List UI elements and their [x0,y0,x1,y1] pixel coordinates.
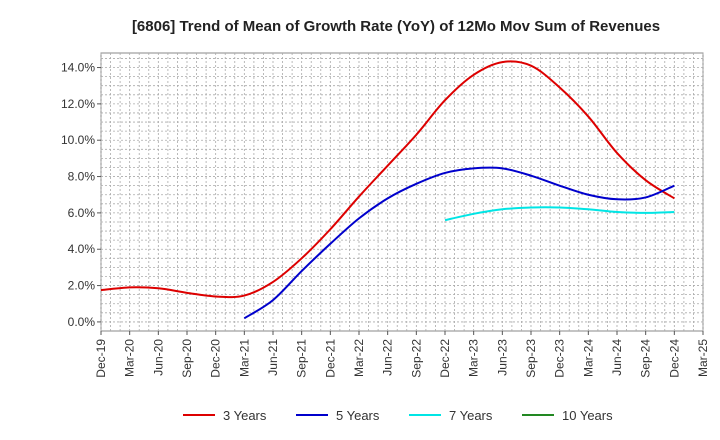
x-tick-label: Dec-24 [667,339,681,378]
y-tick-label: 0.0% [68,315,96,329]
x-tick-label: Dec-19 [94,339,108,378]
x-tick-label: Jun-20 [151,339,165,376]
x-tick-label: Mar-21 [237,339,251,377]
y-tick-label: 4.0% [68,242,96,256]
series-line-5-years [243,166,675,320]
x-tick-label: Mar-23 [467,339,481,377]
axes: 0.0% 2.0% 4.0% 6.0% 8.0% 10.0% 12.0% 14.0% Dec-1… [61,61,710,378]
series-line-3-years [100,60,675,299]
legend: 3 Years 5 Years 7 Years 10 Years [183,408,613,423]
x-tick-label: Jun-22 [381,339,395,376]
y-tick-label: 6.0% [68,206,96,220]
y-tick-label: 12.0% [61,97,95,111]
x-tick-label: Sep-22 [409,339,423,378]
legend-label: 10 Years [562,408,613,423]
legend-label: 7 Years [449,408,493,423]
plot-frame [100,52,704,332]
x-tick-label: Mar-24 [581,339,595,377]
x-tick-label: Sep-21 [295,339,309,378]
x-tick-label: Mar-22 [352,339,366,377]
x-tick-label: Dec-23 [553,339,567,378]
y-tick-label: 2.0% [68,279,96,293]
legend-label: 3 Years [223,408,267,423]
y-tick-label: 10.0% [61,133,95,147]
x-tick-label: Jun-23 [495,339,509,376]
x-tick-label: Sep-20 [180,339,194,378]
y-tick-label: 8.0% [68,170,96,184]
series-line-7-years [444,206,675,222]
plot-area [100,52,704,332]
x-tick-label: Sep-23 [524,339,538,378]
grid [100,53,704,331]
x-tick-label: Jun-21 [266,339,280,376]
x-tick-label: Dec-22 [438,339,452,378]
x-tick-label: Mar-25 [696,339,710,377]
x-tick-label: Dec-21 [323,339,337,378]
x-tick-label: Dec-20 [209,339,223,378]
chart-title: [6806] Trend of Mean of Growth Rate (YoY… [132,18,660,35]
x-tick-label: Jun-24 [610,339,624,376]
x-tick-label: Mar-20 [123,339,137,377]
x-tick-label: Sep-24 [639,339,653,378]
series-lines [100,60,675,320]
legend-label: 5 Years [336,408,380,423]
y-tick-label: 14.0% [61,61,95,75]
